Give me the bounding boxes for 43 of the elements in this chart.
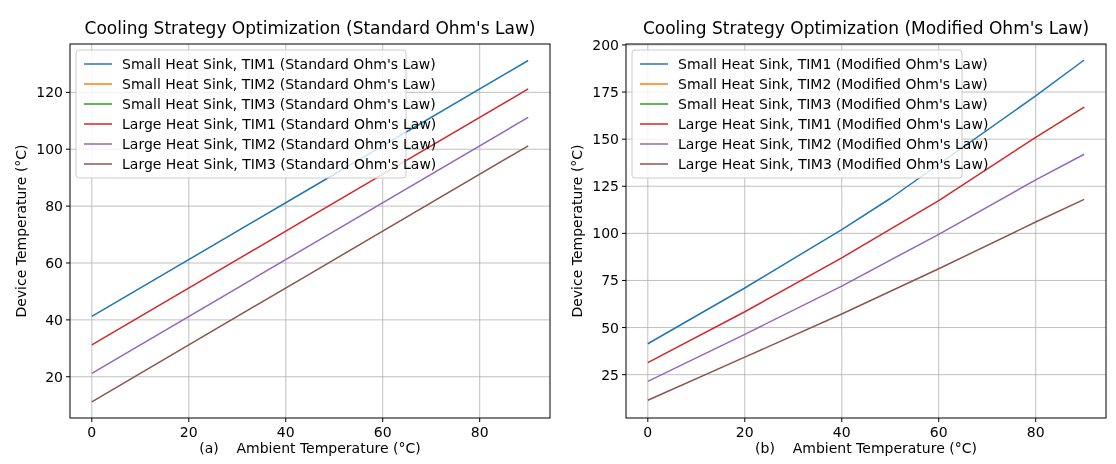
- x-tick-label: 60: [929, 424, 948, 440]
- y-tick-label: 100: [592, 225, 619, 242]
- legend-label: Small Heat Sink, TIM2 (Modified Ohm's Law): [678, 76, 988, 92]
- line-series: [647, 59, 1085, 345]
- y-tick-label: 100: [36, 141, 63, 158]
- legend-label: Large Heat Sink, TIM1 (Modified Ohm's Law): [678, 116, 989, 132]
- x-tick-label: 0: [643, 424, 653, 440]
- x-tick-label: 20: [179, 424, 198, 440]
- chart-title: Cooling Strategy Optimization (Standard Ohm's Law): [84, 18, 536, 38]
- legend-label: Small Heat Sink, TIM1 (Standard Ohm's Law): [122, 56, 436, 72]
- y-axis-title: Device Temperature (°C): [569, 144, 585, 318]
- x-tick-label: 40: [276, 424, 295, 440]
- chart-title: Cooling Strategy Optimization (Modified Ohm's Law): [642, 18, 1090, 38]
- legend-label: Large Heat Sink, TIM3 (Modified Ohm's Law): [678, 156, 989, 172]
- y-tick-label: 25: [601, 366, 619, 383]
- x-tick-label: 40: [832, 424, 851, 440]
- y-tick-label: 75: [601, 272, 619, 289]
- legend-label: Small Heat Sink, TIM2 (Standard Ohm's Law): [122, 76, 436, 92]
- y-tick-label: 20: [45, 368, 63, 385]
- y-tick-label: 200: [592, 36, 619, 53]
- legend-label: Small Heat Sink, TIM1 (Modified Ohm's Law): [678, 56, 988, 72]
- line-series: [647, 153, 1085, 383]
- x-tick-label: 80: [470, 424, 489, 440]
- legend-label: Large Heat Sink, TIM2 (Standard Ohm's Law): [122, 136, 437, 152]
- x-axis-title: (a) Ambient Temperature (°C): [199, 440, 421, 456]
- y-tick-label: 150: [592, 131, 619, 148]
- y-tick-label: 40: [45, 311, 63, 328]
- y-tick-label: 60: [45, 255, 63, 271]
- y-tick-label: 120: [36, 84, 63, 101]
- legend-label: Small Heat Sink, TIM3 (Standard Ohm's Law): [122, 96, 436, 112]
- y-tick-label: 125: [592, 178, 619, 195]
- x-tick-label: 60: [373, 424, 392, 440]
- x-tick-label: 20: [735, 424, 754, 440]
- legend-label: Small Heat Sink, TIM3 (Modified Ohm's Law): [678, 96, 988, 112]
- y-tick-label: 175: [592, 84, 619, 101]
- y-axis-title: Device Temperature (°C): [13, 144, 29, 318]
- y-tick-label: 50: [601, 319, 619, 336]
- x-tick-label: 80: [1026, 424, 1045, 440]
- legend-label: Large Heat Sink, TIM3 (Standard Ohm's Law): [122, 156, 437, 172]
- x-axis-title: (b) Ambient Temperature (°C): [755, 440, 977, 456]
- y-tick-label: 80: [45, 198, 63, 215]
- line-series: [647, 198, 1085, 402]
- x-tick-label: 0: [87, 424, 97, 440]
